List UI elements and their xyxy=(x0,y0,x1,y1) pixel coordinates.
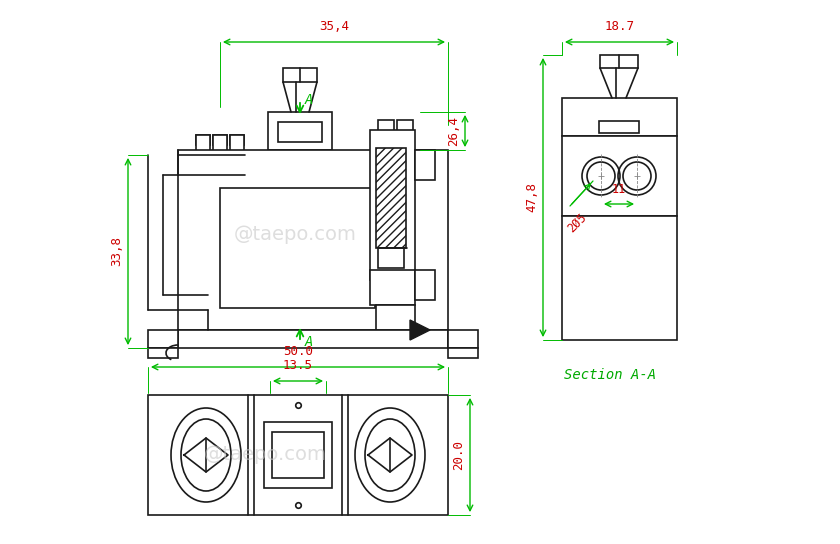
Bar xyxy=(370,130,415,280)
Text: A: A xyxy=(305,335,313,349)
Bar xyxy=(268,112,332,150)
Text: 20.0: 20.0 xyxy=(452,440,465,470)
Text: 13.5: 13.5 xyxy=(283,359,313,372)
Bar xyxy=(562,98,677,136)
Bar xyxy=(378,120,394,140)
Text: 26,4: 26,4 xyxy=(447,116,460,146)
Bar xyxy=(283,68,317,82)
Bar xyxy=(148,330,178,348)
Bar xyxy=(376,305,415,330)
Bar xyxy=(178,150,448,330)
Bar xyxy=(448,348,478,358)
Text: 11: 11 xyxy=(612,183,626,196)
Text: 18.7: 18.7 xyxy=(605,20,634,33)
Bar xyxy=(448,330,478,348)
Bar xyxy=(370,270,415,305)
Bar xyxy=(230,135,244,155)
Bar xyxy=(562,136,677,216)
Bar xyxy=(148,395,448,515)
Bar xyxy=(562,216,677,340)
Bar xyxy=(264,422,332,488)
Bar xyxy=(397,120,413,140)
Bar xyxy=(599,121,639,133)
Bar xyxy=(415,150,435,180)
Bar xyxy=(196,135,210,155)
Bar xyxy=(272,432,324,478)
Bar xyxy=(213,135,227,145)
Bar xyxy=(213,135,227,155)
Bar xyxy=(278,122,322,142)
Text: 2Ø5: 2Ø5 xyxy=(565,211,590,236)
Text: 50.0: 50.0 xyxy=(283,345,313,358)
Text: A: A xyxy=(305,93,313,107)
Text: Section A-A: Section A-A xyxy=(564,368,656,382)
Bar xyxy=(376,148,406,248)
Bar xyxy=(230,135,244,145)
Text: 35,4: 35,4 xyxy=(319,20,349,33)
Text: @taepo.com: @taepo.com xyxy=(234,226,356,244)
Bar xyxy=(178,330,448,348)
Bar xyxy=(148,348,178,358)
Text: 33,8: 33,8 xyxy=(110,237,123,267)
Bar xyxy=(600,55,638,68)
Text: 47,8: 47,8 xyxy=(525,182,538,213)
Polygon shape xyxy=(410,320,430,340)
Bar xyxy=(378,248,404,268)
Bar xyxy=(415,270,435,300)
Bar xyxy=(220,188,375,308)
Bar xyxy=(196,135,210,145)
Text: @taepo.com: @taepo.com xyxy=(203,446,327,465)
